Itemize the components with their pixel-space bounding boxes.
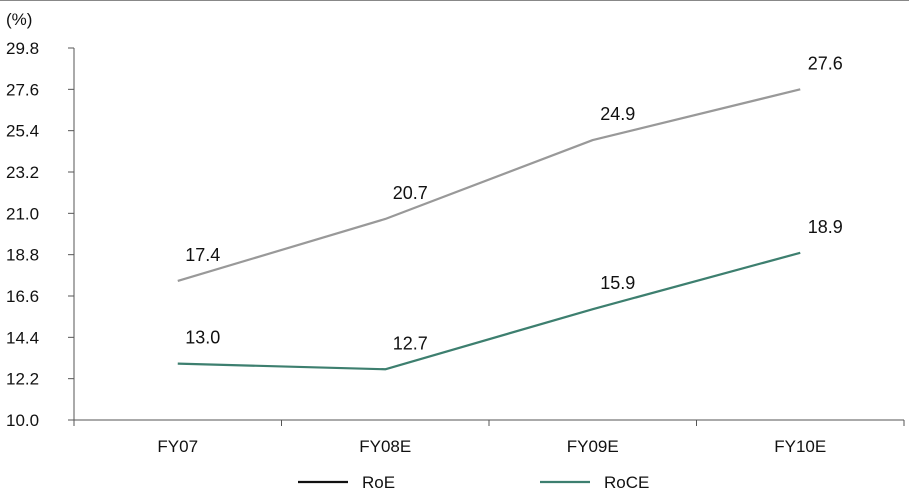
series-line-roce [177,251,801,371]
y-tick-label: 16.6 [6,287,39,306]
y-axis-ticks: 10.0 12.2 14.4 16.6 18.8 21.0 23.2 25.4 27.6 29.8 [6,39,74,430]
data-label-roe: 17.4 [185,245,220,265]
y-unit-label: (%) [6,10,32,29]
x-tick-label: FY08E [359,437,411,456]
legend: RoE RoCE [298,473,649,492]
data-label-roe: 24.9 [600,104,635,124]
data-label-roce: 12.7 [393,333,428,353]
series-line-roe [177,88,801,283]
legend-label-roe: RoE [362,473,395,492]
series-lines [177,88,801,371]
data-label-roce: 13.0 [185,328,220,348]
y-tick-label: 25.4 [6,122,39,141]
y-tick-label: 29.8 [6,39,39,58]
y-tick-label: 23.2 [6,163,39,182]
y-tick-label: 27.6 [6,80,39,99]
data-label-roce: 18.9 [808,217,843,237]
y-tick-label: 12.2 [6,370,39,389]
x-axis-ticks: FY07 FY08E FY09E FY10E [73,420,905,456]
x-tick-label: FY10E [774,437,826,456]
data-labels: 17.4 20.7 24.9 27.6 13.0 12.7 15.9 18.9 [185,53,843,353]
data-label-roe: 20.7 [393,183,428,203]
y-tick-label: 18.8 [6,246,39,265]
data-label-roe: 27.6 [808,53,843,73]
data-label-roce: 15.9 [600,273,635,293]
legend-label-roce: RoCE [604,473,649,492]
x-tick-label: FY07 [157,437,198,456]
x-tick-label: FY09E [567,437,619,456]
y-tick-label: 10.0 [6,411,39,430]
y-tick-label: 21.0 [6,204,39,223]
y-tick-label: 14.4 [6,328,39,347]
